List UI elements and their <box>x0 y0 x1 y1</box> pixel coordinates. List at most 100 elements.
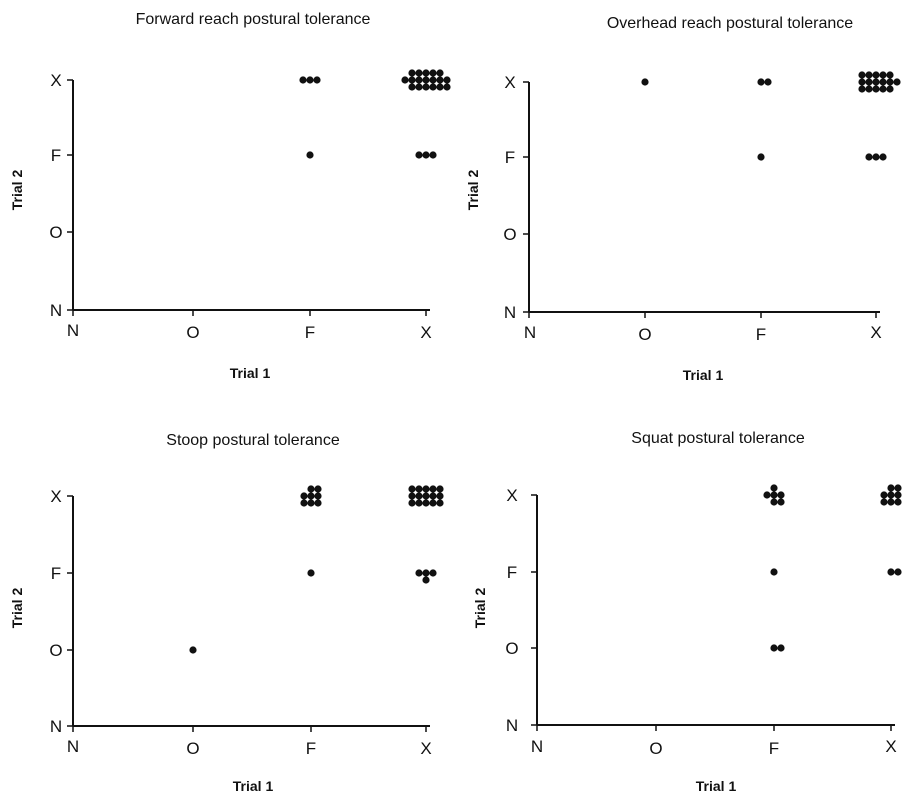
y-tick-label: X <box>50 71 61 90</box>
data-point <box>408 83 416 91</box>
panel-overhead-reach: Overhead reach postural tolerance X F O … <box>465 15 901 383</box>
data-point <box>422 576 430 584</box>
y-tick-label: O <box>49 641 62 660</box>
data-point <box>858 85 866 93</box>
x-tick-label: X <box>885 737 896 756</box>
data-point <box>415 569 423 577</box>
data-point <box>422 151 430 159</box>
data-point <box>436 83 444 91</box>
data-points <box>189 485 444 654</box>
data-point <box>880 498 888 506</box>
data-point <box>777 491 785 499</box>
data-point <box>300 492 308 500</box>
x-tick-label: O <box>186 739 199 758</box>
data-point <box>422 76 430 84</box>
y-tick-label: F <box>51 146 61 165</box>
data-point <box>865 153 873 161</box>
data-point <box>872 71 880 79</box>
data-point <box>865 85 873 93</box>
data-point <box>422 83 430 91</box>
data-point <box>886 78 894 86</box>
chart-title: Overhead reach postural tolerance <box>607 15 853 32</box>
data-point <box>894 484 902 492</box>
data-point <box>422 492 430 500</box>
y-tick-label: X <box>504 73 515 92</box>
y-tick-label: X <box>50 487 61 506</box>
x-tick-label: F <box>306 739 316 758</box>
data-point <box>879 153 887 161</box>
data-point <box>408 485 416 493</box>
data-point <box>879 71 887 79</box>
data-point <box>314 499 322 507</box>
data-point <box>770 568 778 576</box>
data-point <box>299 76 307 84</box>
data-point <box>408 69 416 77</box>
x-tick-label: F <box>769 739 779 758</box>
data-point <box>189 646 197 654</box>
data-point <box>858 71 866 79</box>
chart-title: Stoop postural tolerance <box>166 432 340 449</box>
data-point <box>415 76 423 84</box>
data-point <box>770 491 778 499</box>
x-tick-label: X <box>420 739 431 758</box>
data-point <box>306 76 314 84</box>
y-tick-label: O <box>503 225 516 244</box>
y-tick-label: F <box>507 563 517 582</box>
data-point <box>893 78 901 86</box>
data-point <box>408 492 416 500</box>
data-point <box>401 76 409 84</box>
data-point <box>429 83 437 91</box>
y-axis-label: Trial 2 <box>472 588 488 629</box>
data-point <box>429 69 437 77</box>
y-tick-label: O <box>505 639 518 658</box>
data-point <box>894 491 902 499</box>
data-point <box>422 569 430 577</box>
data-point <box>415 499 423 507</box>
data-point <box>429 492 437 500</box>
x-tick-label: N <box>531 737 543 756</box>
data-point <box>872 153 880 161</box>
data-points <box>299 69 451 159</box>
data-point <box>314 485 322 493</box>
data-point <box>879 78 887 86</box>
x-tick-label: O <box>649 739 662 758</box>
data-point <box>429 569 437 577</box>
data-point <box>777 644 785 652</box>
data-point <box>415 69 423 77</box>
data-point <box>880 491 888 499</box>
data-point <box>313 76 321 84</box>
data-point <box>436 492 444 500</box>
data-point <box>879 85 887 93</box>
data-point <box>314 492 322 500</box>
x-tick-label: N <box>67 321 79 340</box>
chart-title: Squat postural tolerance <box>631 430 805 447</box>
x-tick-label: F <box>756 325 766 344</box>
y-tick-label: N <box>506 716 518 735</box>
data-point <box>436 76 444 84</box>
data-point <box>887 568 895 576</box>
y-tick-label: F <box>505 148 515 167</box>
data-point <box>429 151 437 159</box>
data-point <box>307 485 315 493</box>
data-point <box>415 83 423 91</box>
x-tick-label: N <box>67 737 79 756</box>
data-point <box>408 76 416 84</box>
data-point <box>307 569 315 577</box>
data-point <box>858 78 866 86</box>
x-tick-label: X <box>870 323 881 342</box>
data-point <box>436 485 444 493</box>
x-tick-label: O <box>186 323 199 342</box>
data-point <box>770 644 778 652</box>
data-point <box>865 78 873 86</box>
y-axis-label: Trial 2 <box>465 170 481 211</box>
data-point <box>415 485 423 493</box>
data-point <box>436 69 444 77</box>
data-point <box>415 151 423 159</box>
data-point <box>764 78 772 86</box>
data-point <box>757 153 765 161</box>
data-point <box>306 151 314 159</box>
y-tick-label: N <box>504 303 516 322</box>
data-point <box>757 78 765 86</box>
data-point <box>307 499 315 507</box>
